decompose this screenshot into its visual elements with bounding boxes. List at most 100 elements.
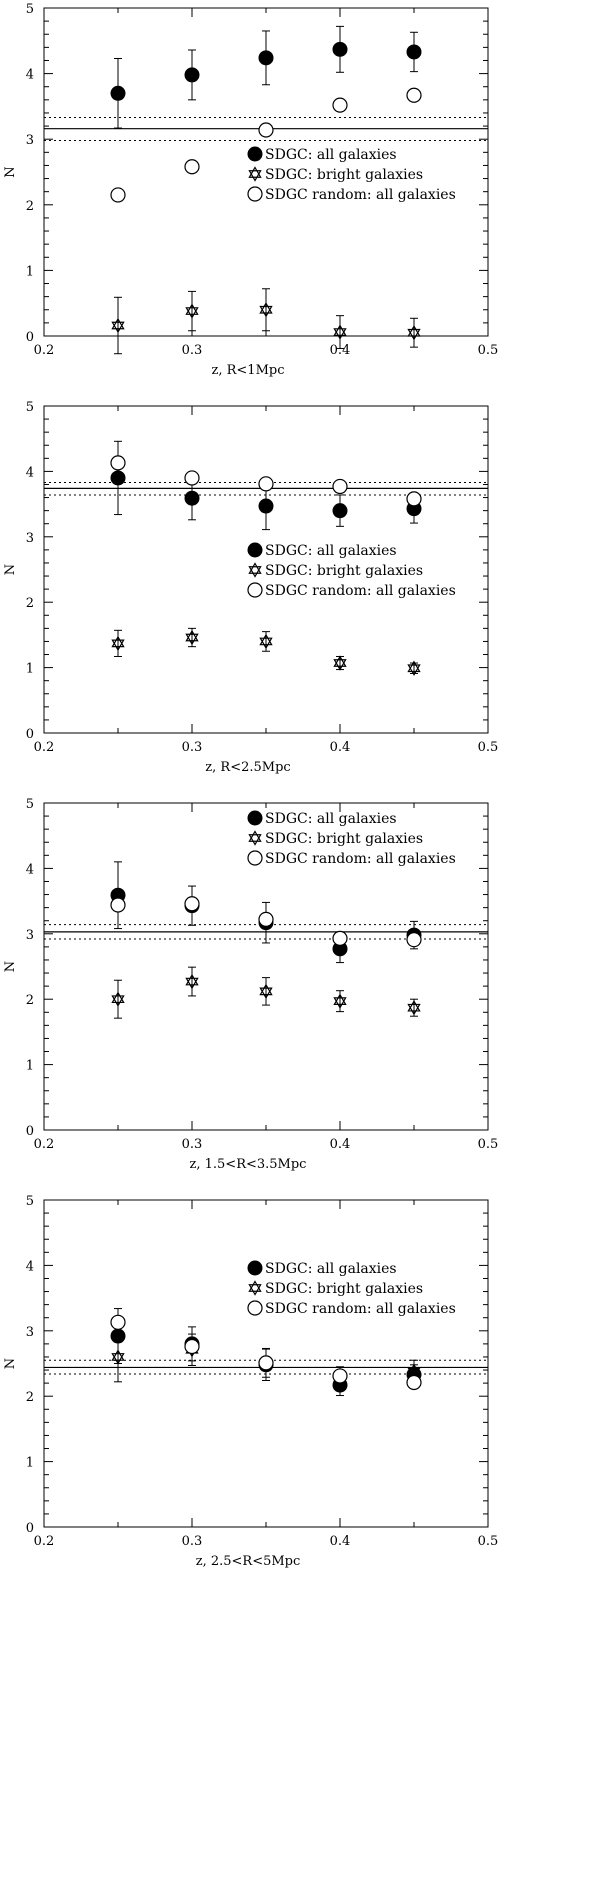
panel-3: 0.2 0.3 0.4 0.5 0 1 2 3 4 5 z, 1.5<R<3.5Mpc N SDGC: … xyxy=(3,797,498,1172)
legend-label: SDGC random: all galaxies xyxy=(265,187,456,203)
x-tick-label: 0.4 xyxy=(330,740,351,755)
data-point-open-circle xyxy=(258,122,274,138)
data-point-open-circle xyxy=(332,478,348,495)
data-point-open-star xyxy=(111,635,125,652)
data-point-open-star xyxy=(333,993,347,1009)
legend-marker-filled-circle xyxy=(247,1260,263,1276)
x-tick-label: 0.4 xyxy=(330,1137,351,1152)
legend-label: SDGC: bright galaxies xyxy=(265,1281,423,1297)
y-tick-label: 0 xyxy=(26,1124,34,1139)
legend-marker-open-star xyxy=(248,166,262,182)
x-tick-label: 0.2 xyxy=(34,1137,55,1152)
data-point-open-star xyxy=(407,660,421,676)
data-point-open-circle xyxy=(332,930,348,946)
data-point-open-star xyxy=(111,991,125,1007)
data-point-open-circle xyxy=(184,159,200,175)
data-point-filled-circle xyxy=(184,490,200,506)
data-point-open-star xyxy=(407,1000,421,1016)
legend-label: SDGC: bright galaxies xyxy=(265,167,423,183)
x-tick-label: 0.4 xyxy=(330,343,351,358)
data-point-open-circle xyxy=(110,1314,126,1330)
x-tick-label: 0.5 xyxy=(478,1534,499,1549)
x-tick-label: 0.3 xyxy=(182,1534,203,1549)
x-tick-label: 0.3 xyxy=(182,343,203,358)
y-tick-label: 5 xyxy=(26,1194,34,1209)
y-tick-label: 5 xyxy=(26,797,34,812)
y-tick-label: 0 xyxy=(26,330,34,345)
data-point-open-star xyxy=(259,302,273,318)
legend-label: SDGC: bright galaxies xyxy=(265,831,423,847)
y-tick-label: 4 xyxy=(26,68,34,83)
y-tick-label: 3 xyxy=(26,531,34,546)
data-point-open-star xyxy=(333,324,347,340)
data-point-open-star xyxy=(407,1363,421,1380)
y-axis-label: N xyxy=(3,564,18,575)
legend-label: SDGC: all galaxies xyxy=(265,543,397,559)
y-tick-label: 5 xyxy=(26,2,34,17)
data-point-open-star xyxy=(185,303,199,319)
legend-label: SDGC random: all galaxies xyxy=(265,851,456,867)
y-tick-label: 2 xyxy=(26,993,34,1008)
data-point-open-star xyxy=(185,629,199,646)
x-tick-label: 0.3 xyxy=(182,1137,203,1152)
x-tick-label: 0.5 xyxy=(478,740,499,755)
x-tick-label: 0.3 xyxy=(182,740,203,755)
legend-label: SDGC: bright galaxies xyxy=(265,563,423,579)
legend-label: SDGC: all galaxies xyxy=(265,811,397,827)
data-point-open-circle xyxy=(406,1374,422,1391)
data-point-open-circle xyxy=(332,97,348,113)
data-point-open-star xyxy=(407,325,421,341)
data-point-open-star xyxy=(185,973,199,990)
legend-marker-open-star xyxy=(248,562,262,578)
y-tick-label: 2 xyxy=(26,1390,34,1405)
x-axis-label: z, R<1Mpc xyxy=(212,363,285,378)
data-point-filled-circle xyxy=(110,470,126,486)
y-tick-label: 1 xyxy=(26,1059,34,1074)
legend-marker-open-circle xyxy=(247,186,263,202)
data-point-open-star xyxy=(111,317,125,334)
data-point-filled-circle xyxy=(184,67,200,83)
legend-marker-filled-circle xyxy=(247,810,263,826)
y-tick-label: 0 xyxy=(26,727,34,742)
x-axis-label: z, 1.5<R<3.5Mpc xyxy=(190,1157,307,1172)
data-point-filled-circle xyxy=(258,50,274,66)
y-tick-label: 3 xyxy=(26,133,34,148)
y-tick-label: 3 xyxy=(26,928,34,943)
legend-marker-open-circle xyxy=(247,850,263,866)
y-tick-label: 1 xyxy=(26,264,34,279)
legend-label: SDGC: all galaxies xyxy=(265,147,397,163)
y-tick-label: 3 xyxy=(26,1325,34,1340)
legend-marker-open-circle xyxy=(247,582,263,598)
panel-4: 0.2 0.3 0.4 0.5 0 1 2 3 4 5 z, 2.5<R<5Mpc N SDGC: al… xyxy=(3,1194,498,1569)
legend-marker-open-star xyxy=(248,830,262,846)
y-tick-label: 4 xyxy=(26,1259,34,1274)
data-point-open-circle xyxy=(184,1338,200,1355)
data-point-open-circle xyxy=(332,1368,348,1384)
y-tick-label: 0 xyxy=(26,1521,34,1536)
data-point-open-circle xyxy=(110,897,126,913)
data-point-open-circle xyxy=(406,491,422,507)
panel-1: 0.2 0.3 0.4 0.5 0 1 2 3 4 5 z, R<1Mpc N SDGC: all ga… xyxy=(3,2,498,378)
data-point-open-circle xyxy=(184,470,200,486)
panel-2: 0.2 0.3 0.4 0.5 0 1 2 3 4 5 z, R<2.5Mpc N SDGC: all … xyxy=(3,400,498,775)
data-point-open-star xyxy=(111,1349,125,1365)
y-axis-label: N xyxy=(3,961,18,972)
data-point-open-circle xyxy=(406,932,422,948)
y-axis-label: N xyxy=(3,1358,18,1369)
x-tick-label: 0.4 xyxy=(330,1534,351,1549)
data-point-filled-circle xyxy=(110,85,126,101)
data-point-filled-circle xyxy=(406,44,422,60)
legend-marker-open-circle xyxy=(247,1300,263,1316)
data-point-filled-circle xyxy=(258,498,274,514)
x-axis-label: z, R<2.5Mpc xyxy=(205,760,290,775)
legend-marker-filled-circle xyxy=(247,146,263,162)
x-tick-label: 0.2 xyxy=(34,343,55,358)
x-tick-label: 0.2 xyxy=(34,740,55,755)
y-tick-label: 5 xyxy=(26,400,34,415)
y-tick-label: 1 xyxy=(26,1456,34,1471)
legend-label: SDGC: all galaxies xyxy=(265,1261,397,1277)
y-tick-label: 2 xyxy=(26,596,34,611)
data-point-open-circle xyxy=(406,87,422,103)
data-point-filled-circle xyxy=(332,503,348,519)
